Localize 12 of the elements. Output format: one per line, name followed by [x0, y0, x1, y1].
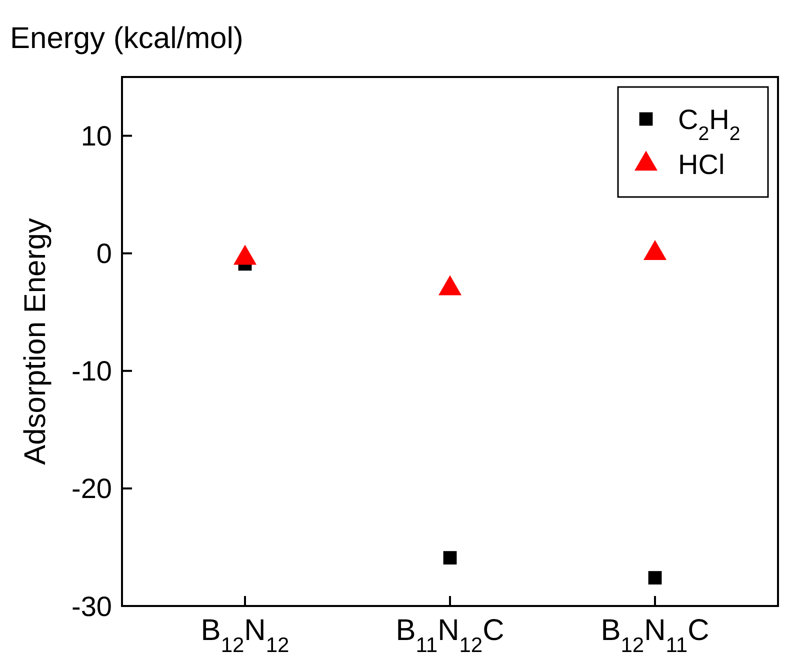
y-tick-label: -20 [72, 473, 112, 504]
x-tick-label: B$_{11}$N$_{12}$C [396, 614, 504, 656]
y-tick-label: 0 [96, 238, 112, 270]
y-axis-title: Adsorption Energy [19, 218, 52, 465]
legend-label: C$_{2}$H$_{2}$ [678, 104, 740, 145]
x-tick-label: B$_{12}$N$_{12}$ [200, 614, 290, 656]
y-tick-label: -30 [72, 590, 112, 622]
x-tick-label: B$_{12}$N$_{11}$C [600, 614, 710, 656]
legend-label: HCl [678, 148, 725, 180]
y-tick-label: -10 [72, 356, 112, 387]
y-tick-label: 10 [80, 120, 112, 152]
chart-title: Energy (kcal/mol) [10, 22, 244, 55]
